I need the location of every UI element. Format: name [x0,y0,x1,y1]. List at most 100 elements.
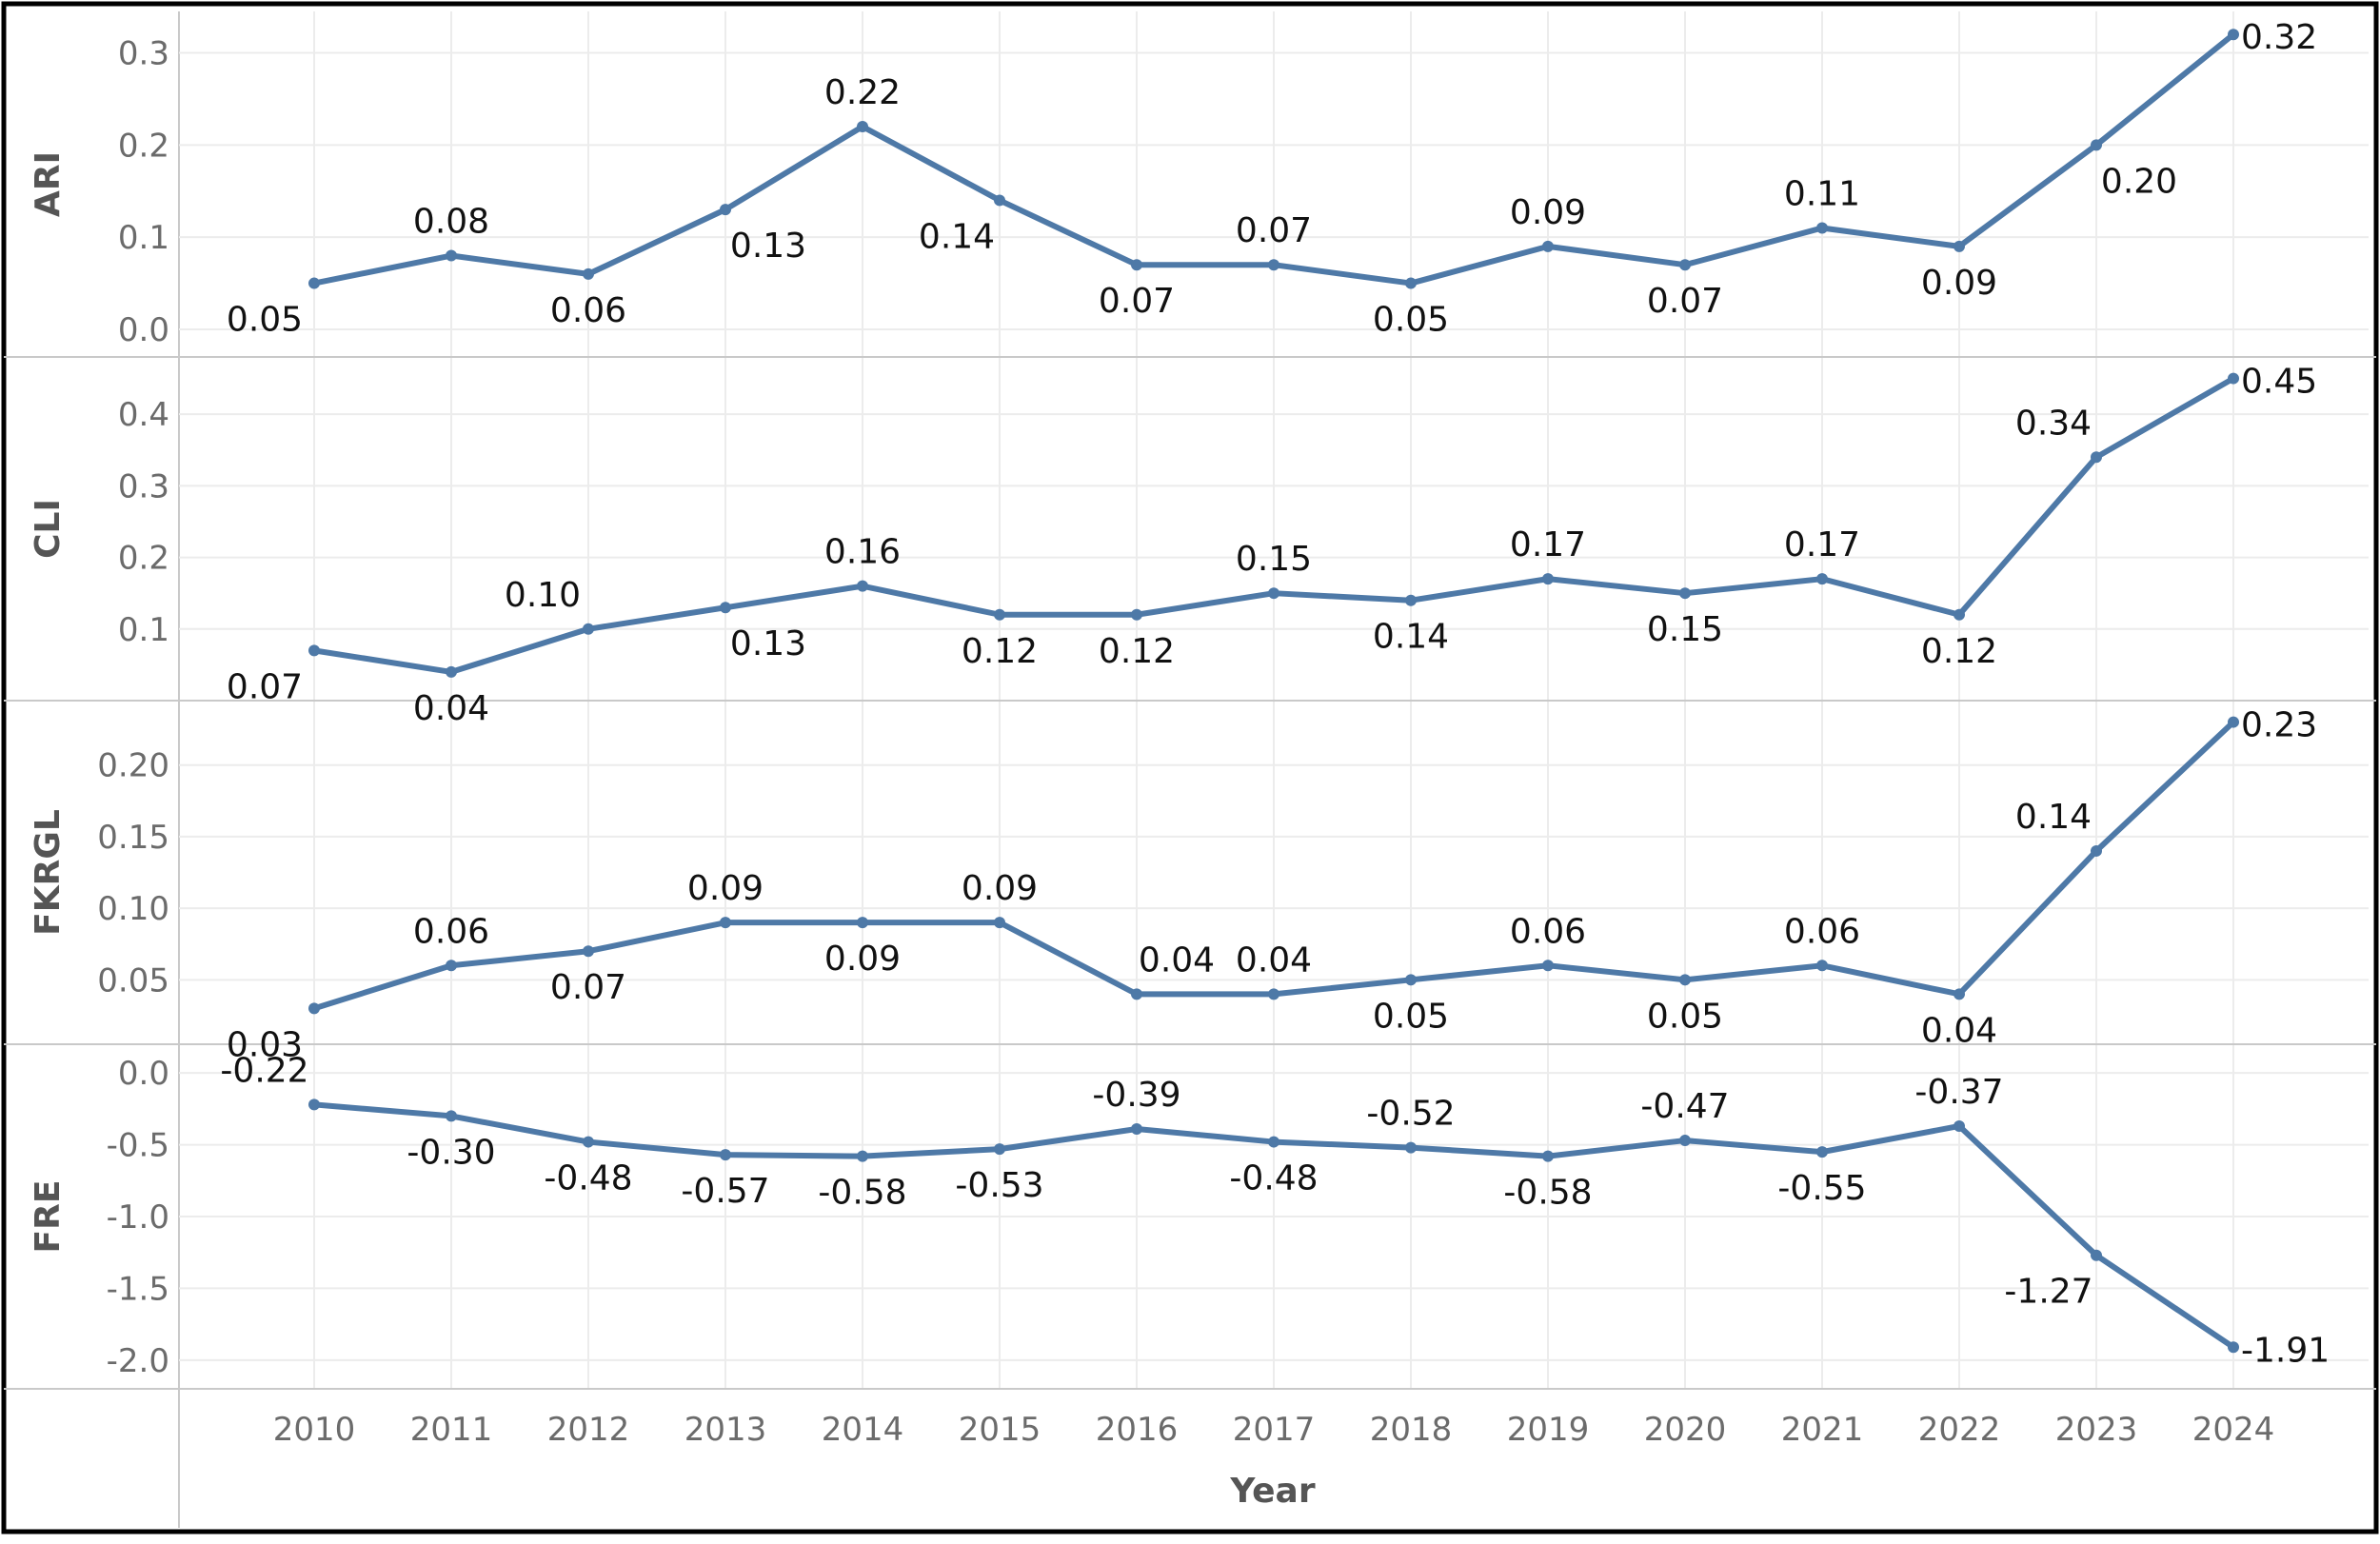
x-tick-label: 2014 [822,1411,904,1449]
data-point [994,194,1005,207]
data-point [1679,1135,1691,1147]
data-point [994,1143,1005,1156]
data-label: 0.09 [1921,264,1997,303]
y-tick-label: -1.5 [107,1270,169,1308]
data-point [857,917,868,929]
data-point [1268,988,1279,1000]
data-label: 0.04 [1139,940,1215,980]
y-tick-label: 0.05 [97,961,169,1000]
data-label: 0.09 [1510,193,1586,232]
data-label: -0.57 [681,1172,769,1211]
x-tick-label: 2020 [1644,1411,1727,1449]
data-point [1954,608,1965,621]
data-point [2228,1341,2239,1354]
x-tick-label: 2019 [1507,1411,1590,1449]
data-label: -0.37 [1914,1073,2003,1112]
x-tick-label: 2022 [1918,1411,2001,1449]
y-axis-title-cli: CLI [29,499,68,559]
y-tick-label: 0.20 [97,747,169,785]
data-label: 0.06 [550,291,626,330]
x-tick-label: 2010 [273,1411,356,1449]
data-label: -0.52 [1366,1095,1455,1134]
data-point [446,249,457,262]
data-point [2228,29,2239,41]
data-point [1405,594,1417,606]
data-point [583,945,594,958]
data-point [583,267,594,280]
data-point [1542,1150,1554,1162]
y-axis-title-fkrgl: FKRGL [29,809,68,936]
data-point [308,1099,320,1111]
data-point [308,1002,320,1015]
data-point [994,608,1005,621]
data-label: 0.07 [550,968,626,1007]
x-tick-label: 2018 [1370,1411,1453,1449]
y-tick-label: 0.1 [118,219,169,257]
data-label: 0.03 [227,1025,303,1064]
data-label: 0.16 [824,533,901,572]
data-label: 0.07 [1099,282,1175,321]
data-point [1954,988,1965,1000]
data-label: 0.05 [1647,997,1723,1036]
data-label: -0.39 [1092,1076,1180,1115]
data-label: 0.07 [1236,211,1312,250]
data-label: -0.55 [1777,1169,1866,1208]
y-tick-label: 0.2 [118,540,169,578]
data-point [1268,259,1279,271]
data-label: 0.15 [1647,610,1723,649]
data-label: 0.04 [1236,940,1312,980]
data-point [583,1136,594,1148]
data-label: 0.06 [1510,912,1586,951]
x-tick-label: 2012 [547,1411,630,1449]
data-label: 0.14 [2015,798,2092,837]
data-label: 0.08 [413,203,489,242]
data-point [1679,974,1691,986]
data-point [1131,1122,1142,1135]
data-label: 0.09 [687,869,764,908]
data-label: -0.53 [955,1166,1043,1205]
data-label: 0.45 [2241,363,2317,402]
data-point [857,580,868,592]
data-label: 0.05 [1373,997,1449,1036]
x-tick-label: 2015 [959,1411,1041,1449]
data-label: 0.20 [2101,162,2177,201]
x-axis-title: Year [1229,1472,1315,1511]
data-label: -0.30 [407,1133,495,1172]
data-point [1954,240,1965,252]
data-point [1131,988,1142,1000]
y-tick-label: 0.0 [118,1055,169,1093]
data-label: -1.91 [2241,1331,2330,1370]
data-point [446,960,457,972]
data-point [1131,259,1142,271]
data-label: -0.48 [1229,1159,1318,1198]
data-label: 0.12 [1921,632,1997,671]
data-label: -0.58 [818,1174,906,1213]
data-label: 0.17 [1510,525,1586,564]
data-point [1268,1136,1279,1148]
y-tick-label: 0.3 [118,467,169,505]
x-tick-label: 2021 [1781,1411,1864,1449]
y-tick-label: -0.5 [107,1127,169,1165]
y-axis-title-ari: ARI [29,151,68,217]
data-label: 0.05 [1373,301,1449,340]
data-label: 0.32 [2241,18,2317,57]
y-tick-label: 0.4 [118,396,169,434]
x-tick-label: 2017 [1233,1411,1316,1449]
data-point [308,277,320,289]
data-label: 0.09 [824,940,901,979]
data-point [1679,259,1691,271]
data-label: 0.14 [919,217,995,256]
data-point [583,623,594,635]
data-label: 0.15 [1236,540,1312,579]
data-label: 0.14 [1373,618,1449,657]
data-point [1405,277,1417,289]
data-label: 0.22 [824,73,901,112]
data-label: 0.12 [1099,632,1175,671]
data-label: 0.23 [2241,706,2317,745]
data-point [1954,1119,1965,1132]
y-tick-label: -1.0 [107,1198,169,1237]
data-label: -0.58 [1503,1174,1592,1213]
